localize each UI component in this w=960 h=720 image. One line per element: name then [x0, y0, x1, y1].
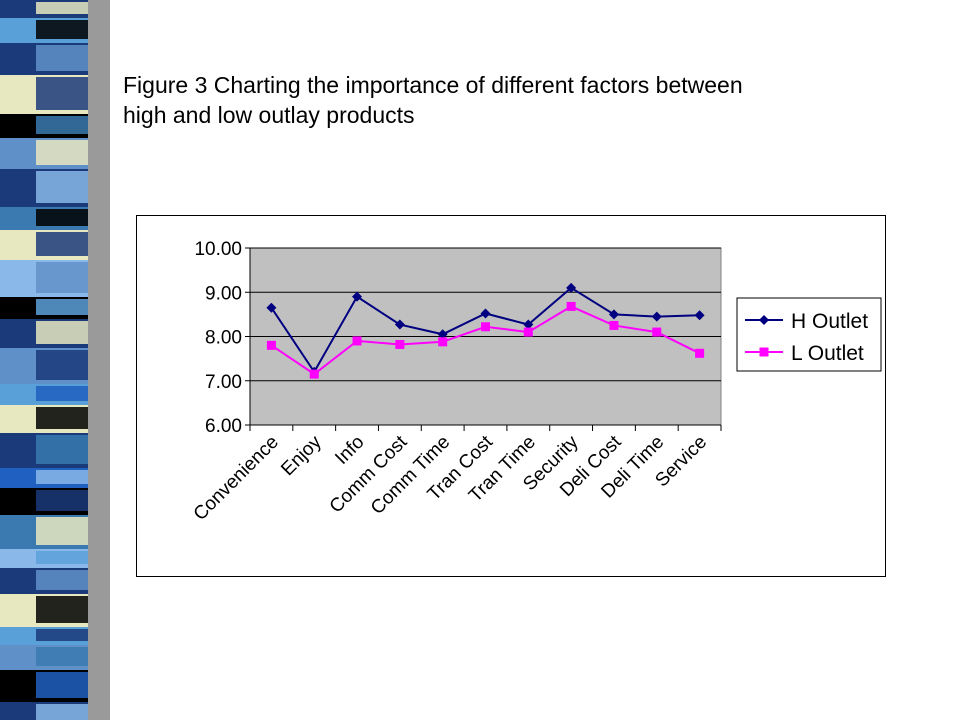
legend-label-h-outlet: H Outlet — [791, 310, 868, 333]
strip-block — [36, 570, 88, 590]
legend-marker-l-outlet — [759, 347, 769, 357]
strip-block — [36, 629, 88, 641]
strip-block — [36, 299, 88, 315]
x-tick-label: Convenience — [190, 432, 283, 525]
plot-area — [249, 247, 722, 426]
data-point-l-outlet — [395, 339, 405, 349]
caption-line-1: Figure 3 Charting the importance of diff… — [123, 72, 743, 98]
caption-line-2: high and low outlay products — [123, 102, 415, 128]
figure-caption: Figure 3 Charting the importance of diff… — [123, 70, 883, 130]
legend-marker-h-outlet — [759, 315, 769, 325]
strip-block — [36, 407, 88, 429]
data-point-h-outlet — [480, 308, 491, 319]
data-point-l-outlet — [352, 336, 362, 346]
strip-block — [36, 77, 88, 110]
data-point-h-outlet — [437, 329, 448, 340]
strip-block — [36, 232, 88, 256]
data-point-l-outlet — [652, 327, 662, 337]
strip-block — [36, 704, 88, 720]
strip-block — [36, 116, 88, 134]
data-point-h-outlet — [352, 291, 363, 302]
strip-edge — [88, 0, 110, 720]
data-point-h-outlet — [266, 302, 277, 313]
data-point-h-outlet — [694, 310, 705, 321]
y-tick-label: 7.00 — [205, 372, 242, 393]
strip-block — [36, 490, 88, 511]
strip-block — [36, 551, 88, 564]
strip-pattern — [0, 0, 110, 720]
data-point-h-outlet — [523, 319, 534, 330]
strip-block — [36, 140, 88, 165]
data-point-h-outlet — [608, 309, 619, 320]
y-tick-label: 9.00 — [205, 283, 242, 304]
y-tick-label: 6.00 — [205, 416, 242, 437]
legend: H Outlet L Outlet — [736, 297, 882, 372]
data-point-h-outlet — [651, 311, 662, 322]
y-tick-label: 10.00 — [194, 239, 242, 260]
y-axis-ticks: 6.00 7.00 8.00 9.00 10.00 — [194, 239, 721, 437]
strip-block — [36, 209, 88, 226]
legend-label-l-outlet: L Outlet — [791, 342, 864, 365]
decorative-side-strip — [0, 0, 110, 720]
strip-block — [36, 262, 88, 293]
data-point-l-outlet — [309, 369, 319, 379]
data-point-l-outlet — [438, 337, 448, 347]
data-point-l-outlet — [481, 322, 490, 332]
strip-block — [36, 45, 88, 71]
strip-block — [36, 647, 88, 666]
strip-block — [36, 386, 88, 401]
data-point-h-outlet — [394, 319, 405, 330]
data-point-h-outlet — [566, 282, 577, 293]
strip-block — [36, 20, 88, 39]
data-point-l-outlet — [523, 327, 533, 337]
strip-block — [36, 517, 88, 545]
strip-block — [36, 350, 88, 380]
data-point-l-outlet — [609, 320, 619, 330]
strip-block — [36, 470, 88, 484]
x-tick-label: Enjoy — [277, 431, 326, 480]
x-tick-label: Info — [331, 432, 368, 469]
series-layer — [266, 282, 705, 379]
data-point-l-outlet — [695, 348, 705, 358]
chart-frame: 6.00 7.00 8.00 9.00 10.00 Convenience Enjoy In… — [136, 215, 886, 577]
strip-block — [36, 321, 88, 344]
strip-block — [36, 672, 88, 698]
strip-block — [36, 596, 88, 623]
legend-box — [736, 297, 882, 372]
strip-block — [36, 171, 88, 203]
data-point-l-outlet — [266, 340, 276, 350]
strip-block — [36, 2, 88, 14]
data-point-l-outlet — [566, 301, 576, 311]
strip-block — [36, 435, 88, 464]
y-tick-label: 8.00 — [205, 328, 242, 349]
